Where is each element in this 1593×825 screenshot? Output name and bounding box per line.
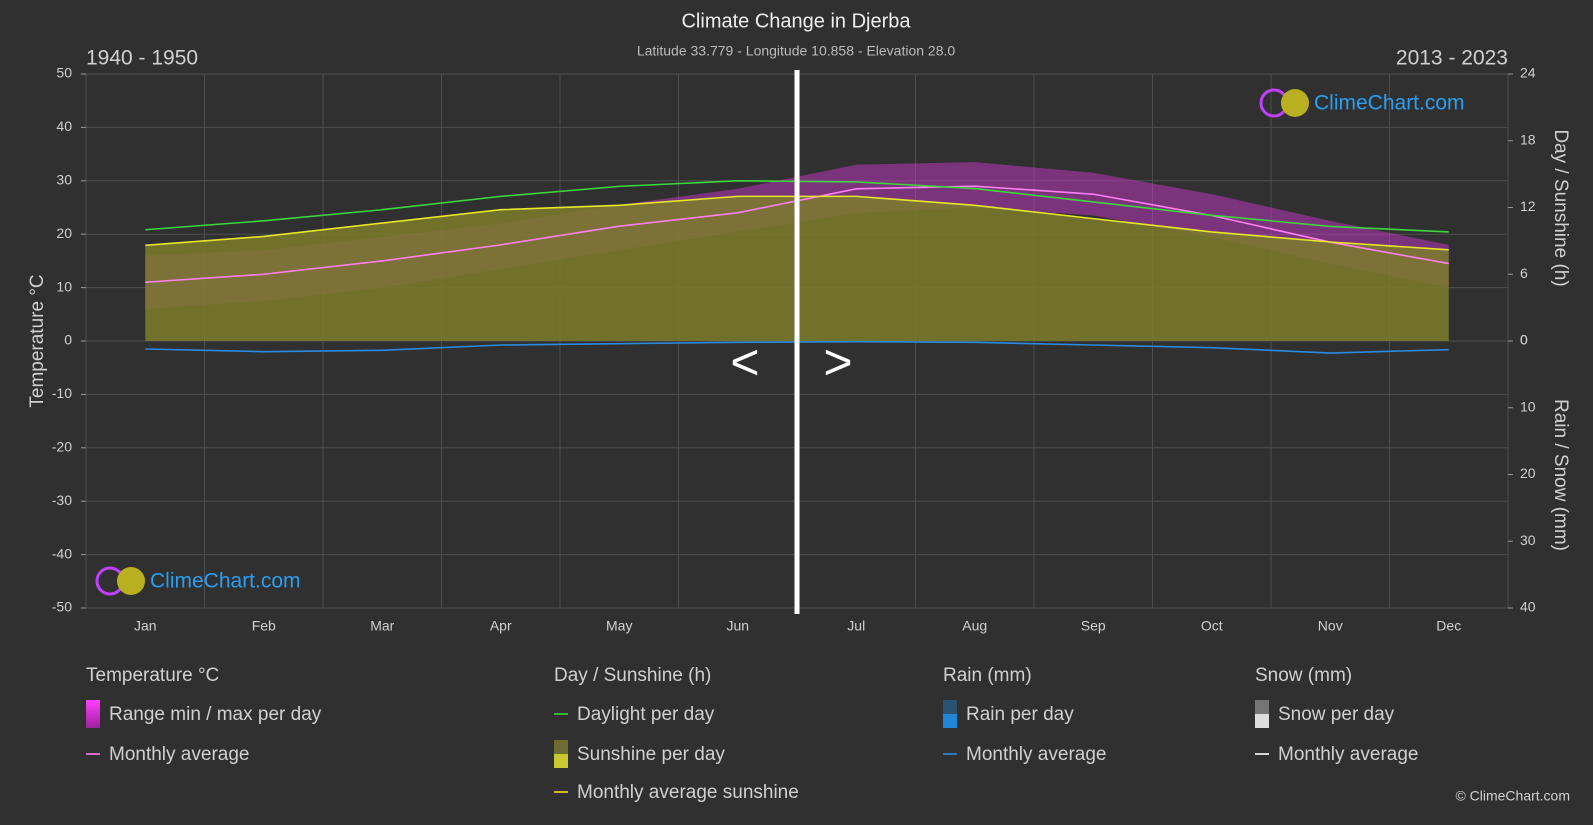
x-tick-label: Jan <box>134 618 157 634</box>
x-tick-label: Apr <box>490 618 512 634</box>
legend-label: Daylight per day <box>577 704 715 725</box>
y2-tick-label: 24 <box>1520 65 1536 81</box>
x-tick-label: Feb <box>252 618 276 634</box>
y2-tick-label: 12 <box>1520 198 1536 214</box>
legend-label: Snow per day <box>1278 704 1395 725</box>
y3-tick-label: 30 <box>1520 532 1536 548</box>
x-tick-label: Jul <box>847 618 865 634</box>
legend-label: Monthly average <box>1278 744 1418 765</box>
legend-title: Rain (mm) <box>943 665 1032 686</box>
period-left: 1940 - 1950 <box>86 47 198 70</box>
x-tick-label: Sep <box>1081 618 1106 634</box>
nav-next[interactable]: > <box>823 334 852 390</box>
legend-title: Day / Sunshine (h) <box>554 665 711 686</box>
y-tick-label: -10 <box>52 385 72 401</box>
y-tick-label: 20 <box>56 225 72 241</box>
legend-label: Sunshine per day <box>577 744 725 765</box>
logo: ClimeChart.com <box>1259 88 1465 118</box>
y2-tick-label: 18 <box>1520 131 1536 147</box>
logo: ClimeChart.com <box>95 566 301 596</box>
legend-swatch-shade <box>554 740 568 754</box>
nav-prev[interactable]: < <box>730 334 759 390</box>
y-tick-label: 50 <box>56 65 72 81</box>
y3-tick-label: 0 <box>1520 332 1528 348</box>
legend-label: Range min / max per day <box>109 704 322 725</box>
y2-axis-label: Day / Sunshine (h) <box>1550 129 1571 286</box>
y-tick-label: 30 <box>56 172 72 188</box>
x-tick-label: May <box>606 618 632 634</box>
y-axis-label: Temperature °C <box>27 274 48 407</box>
logo-text: ClimeChart.com <box>150 570 301 593</box>
legend-band <box>86 700 100 728</box>
period-right: 2013 - 2023 <box>1396 47 1508 70</box>
legend-label: Monthly average <box>966 744 1106 765</box>
y-tick-label: -20 <box>52 439 72 455</box>
logo-sun <box>117 567 145 595</box>
chart-title: Climate Change in Djerba <box>681 10 911 32</box>
x-tick-label: Dec <box>1436 618 1461 634</box>
legend-title: Snow (mm) <box>1255 665 1352 686</box>
logo-sun <box>1281 89 1309 117</box>
legend-label: Rain per day <box>966 704 1074 725</box>
legend-swatch-shade <box>1255 700 1269 714</box>
y3-axis-label: Rain / Snow (mm) <box>1550 399 1571 551</box>
y3-tick-label: 20 <box>1520 465 1536 481</box>
legend-label: Monthly average sunshine <box>577 782 799 803</box>
y-tick-label: -50 <box>52 599 72 615</box>
legend-label: Monthly average <box>109 744 249 765</box>
copyright: © ClimeChart.com <box>1455 788 1570 804</box>
y-tick-label: -40 <box>52 545 72 561</box>
legend-title: Temperature °C <box>86 665 219 686</box>
y2-tick-label: 6 <box>1520 265 1528 281</box>
x-tick-label: Nov <box>1318 618 1343 634</box>
y-tick-label: 0 <box>64 332 72 348</box>
plot-area: Jan Feb Mar Apr May Jun Jul Aug Sep Oct Nov Dec -50 -… <box>52 65 1536 634</box>
x-tick-label: Mar <box>370 618 394 634</box>
x-tick-label: Aug <box>962 618 987 634</box>
x-tick-label: Jun <box>726 618 749 634</box>
y-tick-label: 40 <box>56 118 72 134</box>
chart-subtitle: Latitude 33.779 - Longitude 10.858 - Ele… <box>637 43 956 59</box>
y3-tick-label: 10 <box>1520 398 1536 414</box>
y-tick-label: -30 <box>52 492 72 508</box>
y2-tick-label: 0 <box>1520 332 1528 348</box>
x-tick-label: Oct <box>1201 618 1223 634</box>
y3-tick-label: 40 <box>1520 599 1536 615</box>
logo-text: ClimeChart.com <box>1314 92 1465 115</box>
y-tick-label: 10 <box>56 278 72 294</box>
legend-swatch-shade <box>943 700 957 714</box>
